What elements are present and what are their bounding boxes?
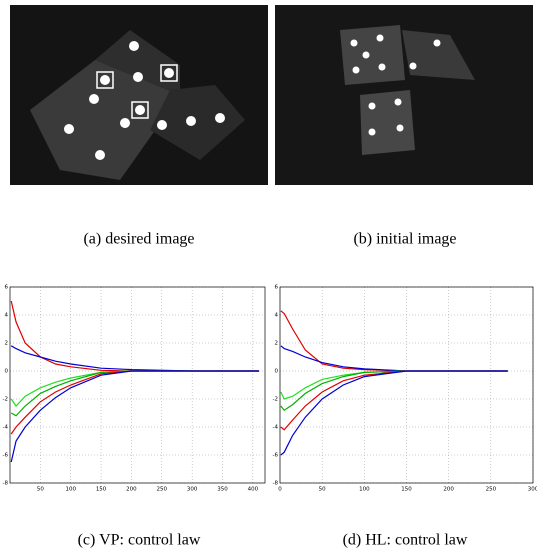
y-tick-label: -6 — [273, 453, 279, 459]
y-tick-label: 2 — [5, 341, 9, 347]
x-tick-label: 250 — [157, 487, 168, 493]
series-line — [280, 370, 508, 400]
caption: (a) desired image — [83, 231, 194, 248]
y-tick-label: -4 — [273, 425, 279, 431]
y-tick-label: -2 — [273, 397, 278, 403]
y-tick-label: -6 — [3, 453, 9, 459]
y-tick-label: 2 — [275, 341, 279, 347]
caption: (d) HL: control law — [343, 532, 468, 549]
y-tick-label: -8 — [3, 481, 9, 487]
photo-desired — [10, 5, 268, 185]
series-line — [10, 370, 259, 417]
x-tick-label: 100 — [359, 487, 370, 493]
x-tick-label: 250 — [486, 487, 497, 493]
y-tick-label: -4 — [3, 425, 9, 431]
series-line — [10, 345, 259, 372]
series-line — [280, 310, 508, 372]
x-tick-label: 200 — [126, 487, 137, 493]
series-line — [280, 370, 508, 431]
x-tick-label: 350 — [217, 487, 228, 493]
x-tick-label: 150 — [401, 487, 412, 493]
plot-frame — [279, 286, 534, 484]
y-tick-label: -8 — [273, 481, 279, 487]
x-tick-label: 50 — [319, 487, 326, 493]
photo-initial — [275, 5, 533, 185]
x-tick-label: 50 — [37, 487, 44, 493]
y-tick-label: 4 — [5, 313, 9, 319]
x-tick-label: 400 — [248, 487, 259, 493]
x-tick-label: 200 — [443, 487, 454, 493]
series-line — [10, 370, 259, 435]
plot-frame — [9, 286, 266, 484]
y-tick-label: 6 — [5, 285, 9, 291]
x-tick-label: 0 — [278, 487, 282, 493]
series-line — [280, 370, 508, 412]
caption: (b) initial image — [353, 231, 456, 248]
x-tick-label: 300 — [528, 487, 537, 493]
series-line — [10, 300, 259, 372]
y-tick-label: 4 — [275, 313, 279, 319]
x-tick-label: 150 — [96, 487, 107, 493]
x-tick-label: 100 — [65, 487, 76, 493]
x-tick-label: 300 — [187, 487, 198, 493]
series-line — [10, 370, 259, 463]
y-tick-label: -2 — [3, 397, 8, 403]
caption: (c) VP: control law — [78, 532, 201, 549]
y-tick-label: 6 — [275, 285, 279, 291]
series-line — [280, 370, 508, 456]
series-line — [10, 370, 259, 407]
y-tick-label: 0 — [275, 369, 279, 375]
y-tick-label: 0 — [5, 369, 9, 375]
